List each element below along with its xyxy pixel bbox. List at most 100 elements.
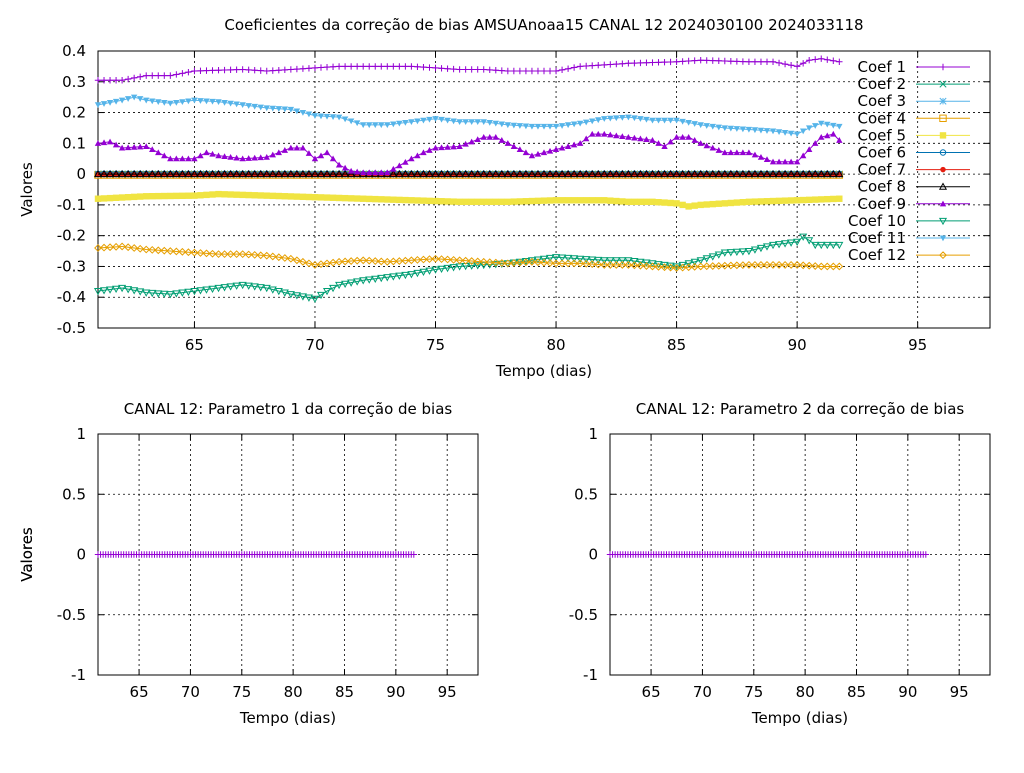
- data-point: [130, 287, 139, 295]
- data-point: [721, 200, 729, 207]
- data-point: [425, 255, 434, 264]
- data-point: [347, 279, 356, 287]
- data-point: [100, 77, 108, 84]
- data-point: [414, 118, 421, 125]
- data-point: [673, 58, 680, 65]
- data-point: [775, 169, 784, 178]
- data-point: [106, 99, 114, 106]
- data-point: [624, 169, 633, 178]
- data-point: [269, 151, 276, 158]
- legend-item: Coef 10: [848, 212, 970, 230]
- data-point: [257, 192, 264, 199]
- data-point: [744, 169, 753, 178]
- data-point: [727, 125, 735, 132]
- data-point: [558, 169, 567, 178]
- data-point: [316, 169, 326, 178]
- y-tick-label: -0.5: [57, 319, 86, 337]
- data-point: [588, 260, 597, 269]
- data-point: [353, 168, 361, 175]
- data-point: [539, 169, 549, 178]
- y-tick-label: -0.1: [57, 196, 86, 214]
- data-point: [823, 262, 832, 271]
- data-point: [377, 274, 386, 283]
- data-point: [245, 66, 252, 74]
- data-point: [274, 288, 283, 296]
- data-point: [703, 57, 710, 64]
- data-point: [292, 169, 301, 178]
- data-point: [323, 63, 331, 71]
- data-point: [751, 198, 759, 205]
- data-point: [745, 58, 753, 65]
- data-point: [606, 257, 615, 265]
- data-point: [696, 262, 705, 271]
- data-point: [799, 196, 807, 204]
- data-point: [836, 195, 843, 202]
- data-point: [245, 191, 252, 199]
- data-point: [124, 286, 133, 294]
- data-point: [450, 198, 457, 205]
- data-point: [359, 169, 367, 176]
- data-point: [167, 155, 174, 162]
- data-point: [479, 261, 488, 270]
- data-point: [619, 133, 626, 139]
- data-point: [281, 147, 289, 153]
- data-point: [824, 132, 831, 139]
- data-point: [570, 259, 579, 268]
- data-point: [812, 56, 819, 63]
- data-point: [208, 249, 217, 258]
- data-point: [552, 197, 560, 204]
- data-point: [757, 260, 765, 269]
- data-point: [143, 72, 150, 79]
- data-point: [618, 169, 627, 178]
- series-12: [94, 242, 844, 272]
- data-point: [818, 133, 825, 140]
- data-point: [280, 289, 289, 297]
- data-point: [287, 144, 295, 151]
- data-point: [528, 257, 536, 266]
- data-point: [136, 169, 145, 178]
- data-point: [208, 169, 217, 178]
- data-point: [275, 67, 283, 74]
- data-point: [835, 241, 844, 250]
- y-tick-label: 0.5: [574, 485, 598, 503]
- data-point: [805, 57, 813, 64]
- series-1: [94, 551, 418, 558]
- data-point: [534, 258, 542, 267]
- data-point: [257, 104, 264, 111]
- series-line: [97, 236, 840, 300]
- data-point: [582, 259, 591, 268]
- data-point: [648, 262, 657, 271]
- data-point: [830, 122, 837, 129]
- data-point: [685, 119, 692, 126]
- data-point: [836, 123, 843, 130]
- data-point: [287, 193, 295, 200]
- data-point: [323, 149, 331, 156]
- data-point: [787, 62, 795, 69]
- data-point: [667, 138, 674, 145]
- data-point: [142, 289, 151, 297]
- data-point: [239, 102, 246, 109]
- data-point: [504, 198, 512, 206]
- legend-marker: [938, 182, 948, 190]
- data-point: [666, 263, 675, 272]
- y-tick-label: -0.3: [57, 257, 86, 275]
- data-point: [268, 252, 277, 261]
- data-point: [299, 65, 307, 72]
- legend-marker: [939, 200, 947, 207]
- data-point: [431, 169, 440, 178]
- data-point: [335, 114, 343, 121]
- data-point: [649, 198, 656, 206]
- data-point: [366, 195, 373, 203]
- data-point: [407, 256, 416, 265]
- data-point: [208, 285, 217, 293]
- data-point: [618, 257, 627, 265]
- data-point: [118, 169, 127, 178]
- data-point: [769, 58, 777, 65]
- data-point: [329, 284, 338, 293]
- data-point: [504, 140, 512, 146]
- data-point: [389, 257, 398, 266]
- data-point: [408, 155, 415, 162]
- data-point: [437, 169, 446, 178]
- data-point: [437, 255, 446, 264]
